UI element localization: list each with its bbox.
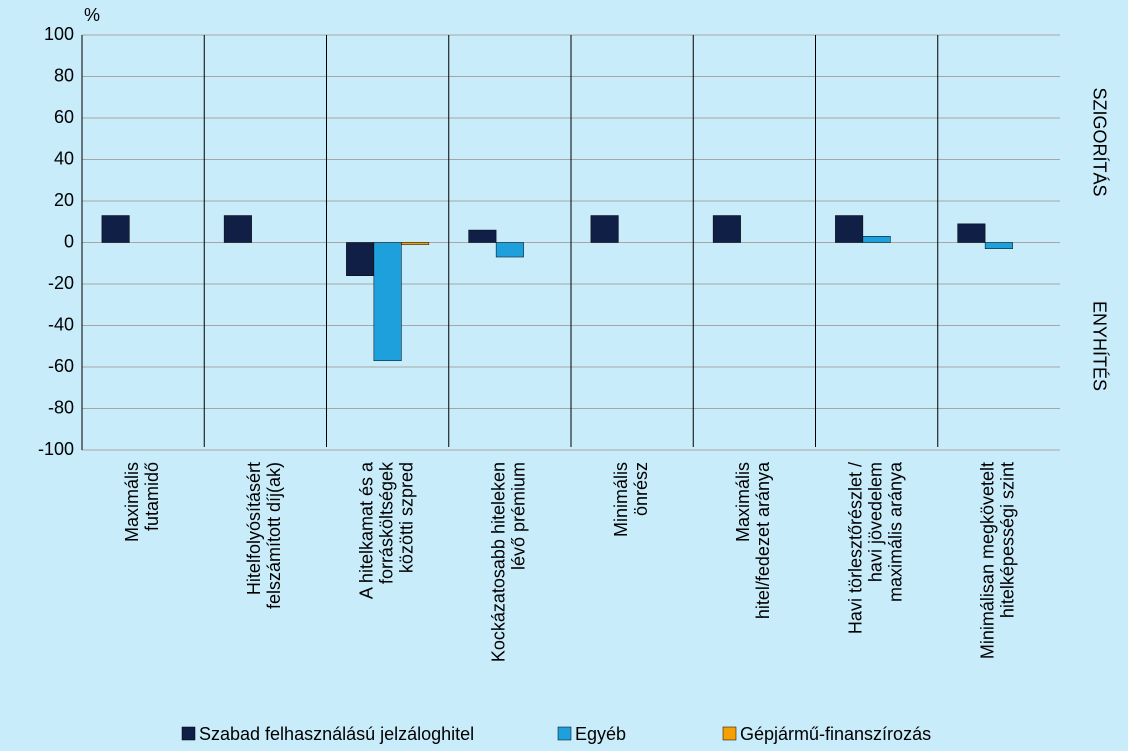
x-tick-label: Minimálisan megkövetelt [978,462,998,659]
bar [590,215,619,243]
bar [712,215,741,243]
x-tick-label: hitelképességi szint [998,462,1018,618]
y-tick-label: -20 [48,273,74,293]
x-tick-label: lévő prémium [509,462,529,570]
bar [862,236,891,243]
legend-label: Egyéb [575,724,626,744]
y-tick-label: 100 [44,24,74,44]
x-tick-label: Maximális [733,462,753,542]
x-tick-label: A hitelkamat és a [356,461,376,599]
bar [835,215,864,243]
legend-swatch [557,726,572,741]
bar [373,242,402,362]
y-tick-label: 40 [54,148,74,168]
y-tick-label: -60 [48,356,74,376]
legend-label: Szabad felhasználású jelzáloghitel [199,724,474,744]
y-tick-label: 0 [64,231,74,251]
x-tick-label: hitel/fedezet aránya [753,461,773,619]
y-tick-label: -80 [48,397,74,417]
bar [223,215,252,243]
x-tick-label: havi jövedelem [865,462,885,582]
legend-swatch [181,726,196,741]
legend-swatch [722,726,737,741]
y-unit: % [84,5,100,25]
x-tick-label: felszámított díj(ak) [264,462,284,609]
legend-label: Gépjármű-finanszírozás [740,724,931,744]
x-tick-label: Maximális [122,462,142,542]
x-tick-label: maximális aránya [885,461,905,602]
bar [101,215,130,243]
x-tick-label: Minimális [611,462,631,537]
y-tick-label: 60 [54,107,74,127]
x-tick-label: közötti szpred [396,462,416,573]
bar [401,242,430,245]
x-tick-label: Havi törlesztőrészlet / [845,462,865,634]
bar [468,229,497,243]
x-tick-label: Kockázatosabb hiteleken [489,462,509,662]
y-tick-label: -100 [38,439,74,459]
x-tick-label: önrész [631,462,651,516]
y-tick-label: 80 [54,65,74,85]
x-tick-label: futamidő [142,462,162,531]
bar [984,242,1013,249]
y-tick-label: -40 [48,314,74,334]
x-tick-label: forrásköltségek [376,461,396,584]
y-tick-label: 20 [54,190,74,210]
bar [495,242,524,258]
right-label: SZIGORÍTÁS [1089,87,1109,196]
x-tick-label: Hitelfolyósításért [244,462,264,595]
bar [957,223,986,243]
bar [346,242,375,276]
right-label: ENYHÍTÉS [1089,301,1109,391]
